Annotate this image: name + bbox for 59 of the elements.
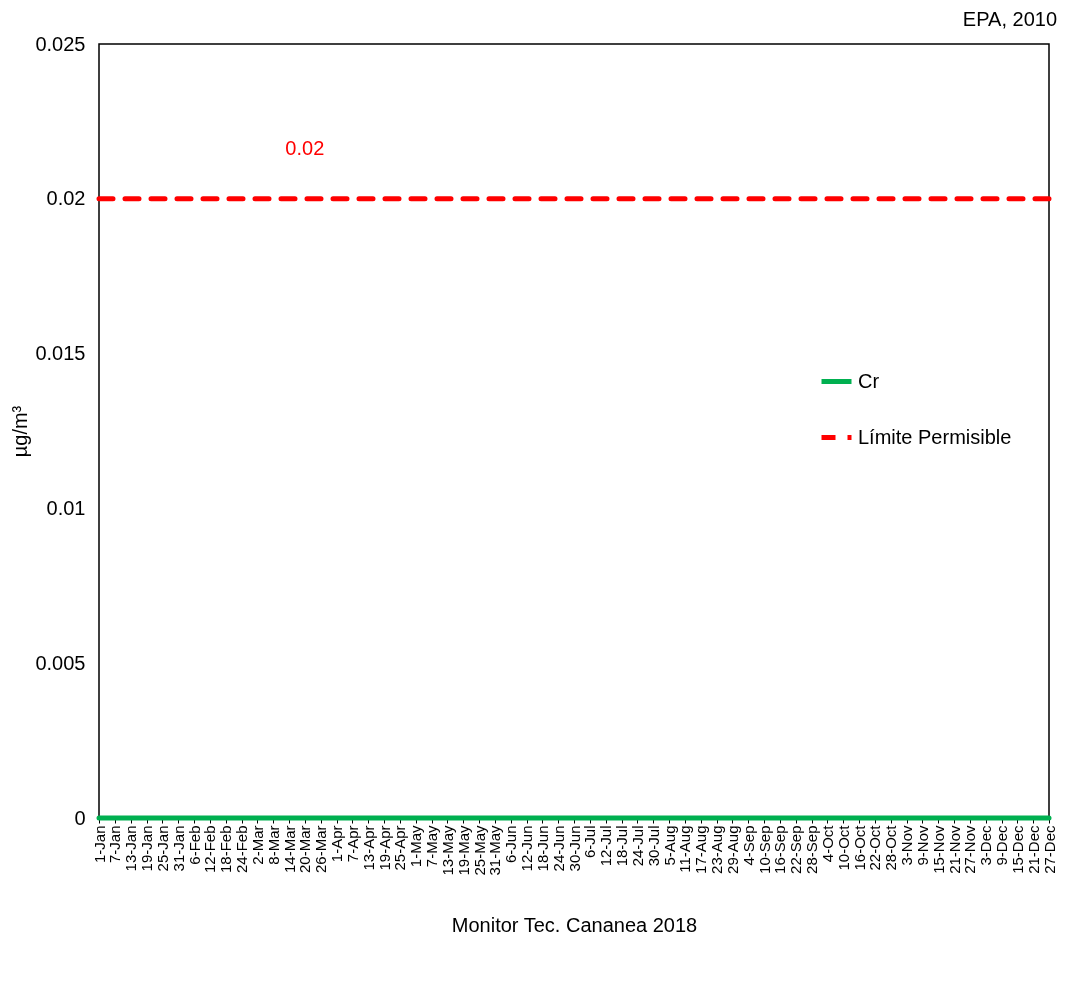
x-tick-label: 26-Mar: [312, 825, 330, 874]
x-tick-label: 16-Oct: [850, 824, 868, 871]
legend-label: Límite Permisible: [858, 425, 1012, 448]
x-tick-label: 17-Aug: [692, 825, 710, 874]
x-tick-label: 20-Mar: [296, 825, 314, 874]
x-tick-label: 7-Jan: [106, 825, 124, 864]
x-tick-label: 5-Aug: [660, 825, 678, 866]
x-tick-label: 9-Nov: [913, 825, 931, 866]
x-tick-label: 22-Oct: [866, 824, 884, 871]
x-tick-label: 1-Apr: [328, 825, 345, 863]
x-tick-label: 23-Aug: [708, 825, 725, 874]
x-tick-label: 18-Jun: [533, 825, 551, 872]
x-tick-label: 21-Dec: [1024, 825, 1042, 874]
x-tick-label: 28-Oct: [882, 824, 900, 871]
y-tick-label: 0.025: [35, 32, 86, 55]
x-tick-label: 6-Jun: [502, 825, 520, 864]
x-tick-label: 18-Jul: [613, 825, 630, 867]
x-tick-label: 12-Feb: [201, 825, 219, 874]
legend-label: Cr: [858, 369, 880, 392]
x-tick-label: 1-May: [407, 825, 425, 868]
x-tick-label: 15-Dec: [1008, 825, 1026, 874]
x-tick-label: 31-Jan: [169, 825, 187, 872]
x-tick-label: 27-Nov: [961, 825, 979, 874]
x-axis-title: Monitor Tec. Cananea 2018: [451, 913, 698, 936]
x-tick-label: 27-Dec: [1040, 825, 1058, 874]
y-axis-title: µg/m³: [9, 405, 32, 458]
x-tick-label: 8-Mar: [264, 825, 282, 865]
x-tick-label: 7-May: [423, 825, 440, 868]
x-tick-label: 18-Feb: [217, 825, 235, 874]
x-tick-label: 3-Dec: [977, 825, 995, 866]
y-tick-label: 0.01: [46, 496, 86, 519]
x-tick-label: 28-Sep: [803, 825, 820, 874]
x-tick-label: 6-Jul: [581, 825, 599, 859]
x-tick-label: 13-Jan: [122, 825, 140, 872]
x-tick-label: 14-Mar: [280, 825, 298, 874]
y-tick-label: 0.02: [46, 187, 86, 210]
x-tick-label: 1-Jan: [90, 825, 108, 864]
x-tick-label: 30-Jul: [644, 825, 662, 867]
x-tick-label: 25-Jan: [153, 825, 171, 872]
x-tick-label: 12-Jun: [518, 825, 535, 872]
x-tick-label: 6-Feb: [185, 825, 203, 865]
x-tick-label: 2-Mar: [248, 825, 266, 865]
x-tick-label: 19-Jan: [138, 825, 155, 872]
x-tick-label: 15-Nov: [929, 825, 947, 874]
y-tick-label: 0.005: [35, 651, 86, 674]
x-tick-label: 24-Jul: [628, 825, 646, 867]
x-tick-label: 9-Dec: [993, 825, 1010, 866]
y-tick-label: 0.015: [35, 342, 86, 365]
x-tick-label: 24-Jun: [549, 825, 567, 872]
x-tick-label: 21-Nov: [945, 825, 963, 874]
x-tick-label: 12-Jul: [597, 825, 615, 867]
x-tick-label: 3-Nov: [898, 825, 915, 866]
x-tick-label: 22-Sep: [787, 825, 805, 874]
y-tick-label: 0: [74, 806, 86, 829]
x-tick-label: 30-Jun: [565, 825, 583, 872]
x-tick-label: 24-Feb: [233, 825, 250, 874]
x-tick-label: 10-Oct: [834, 824, 852, 871]
data-label: 0.02: [285, 136, 325, 159]
text: EPA, 2010: [962, 8, 1057, 30]
